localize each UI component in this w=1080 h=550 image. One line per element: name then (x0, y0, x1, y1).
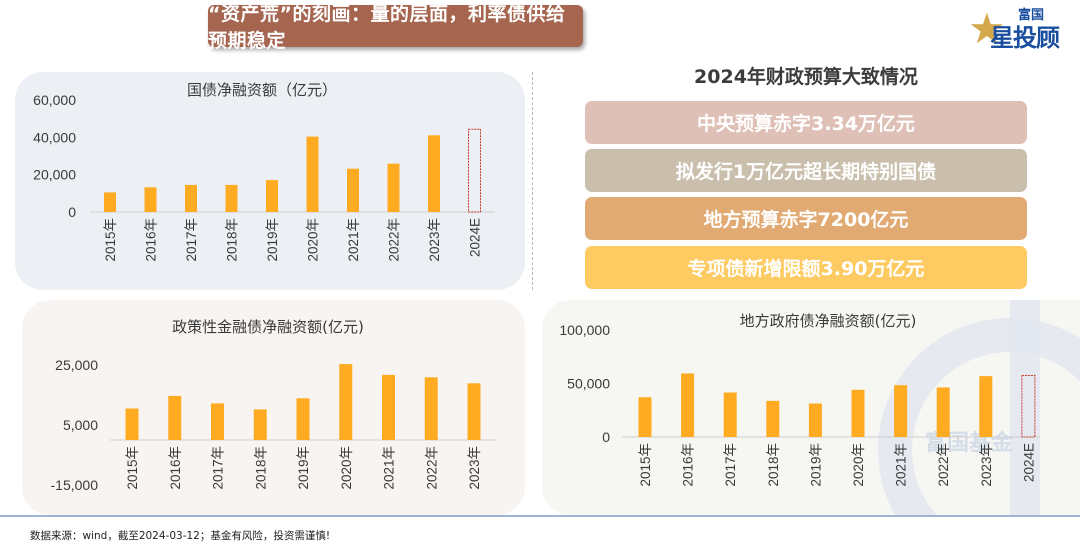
chart-title: 国债净融资额（亿元） (187, 81, 337, 99)
bar (185, 184, 197, 212)
bar (723, 392, 737, 437)
x-tick-label: 2022年 (936, 443, 951, 487)
x-tick-label: 2019年 (296, 446, 311, 490)
y-tick-label: -15,000 (51, 477, 99, 493)
x-tick-label: 2023年 (979, 443, 994, 487)
x-tick-label: 2019年 (265, 218, 280, 262)
x-tick-label: 2020年 (339, 446, 354, 490)
bar (168, 395, 182, 440)
bar (387, 163, 400, 212)
x-tick-label: 2022年 (387, 218, 402, 262)
x-tick-label: 2018年 (225, 218, 240, 262)
x-tick-label: 2024E (1021, 443, 1036, 482)
x-tick-label: 2023年 (427, 218, 442, 262)
logo-top-text: 富国 (1018, 8, 1045, 23)
y-tick-label: 40,000 (33, 129, 76, 145)
bar (681, 373, 695, 437)
bar-estimate (1021, 374, 1036, 438)
bar (306, 136, 319, 212)
y-tick-label: 60,000 (33, 92, 76, 108)
x-tick-label: 2020年 (851, 443, 866, 487)
chart-title: 政策性金融债净融资额(亿元) (172, 318, 364, 336)
budget-title: 2024年财政预算大致情况 (694, 66, 918, 88)
bar (638, 397, 652, 437)
bar (424, 377, 438, 440)
y-tick-label: 5,000 (63, 417, 98, 433)
budget-item-special-treasury: 拟发行1万亿元超长期特别国债 (585, 149, 1027, 192)
x-tick-label: 2020年 (306, 218, 321, 262)
x-tick-label: 2022年 (424, 446, 439, 490)
bar (851, 389, 865, 437)
bottom-rule (0, 515, 1080, 517)
budget-item-local-deficit: 地方预算赤字7200亿元 (585, 197, 1027, 240)
x-tick-label: 2023年 (467, 446, 482, 490)
x-tick-label: 2016年 (681, 443, 696, 487)
star-icon: ★ (968, 4, 1006, 53)
bar (428, 135, 440, 212)
x-tick-label: 2015年 (103, 218, 118, 262)
page-title: “资产荒”的刻画：量的层面，利率债供给预期稳定 (208, 3, 566, 52)
x-tick-label: 2015年 (125, 446, 140, 490)
budget-item-label: 中央预算赤字3.34万亿元 (697, 113, 915, 135)
x-tick-label: 2021年 (382, 446, 397, 490)
footer-source: 数据来源：wind，截至2024-03-12；基金有风险，投资需谨慎! (30, 530, 331, 542)
budget-item-label: 专项债新增限额3.90万亿元 (687, 258, 925, 280)
bar (211, 403, 224, 440)
logo-main-text: 星投顾 (990, 24, 1060, 52)
x-tick-label: 2017年 (184, 218, 199, 262)
y-tick-label: 0 (68, 204, 76, 220)
bar (104, 192, 116, 212)
x-tick-label: 2018年 (253, 446, 268, 490)
y-tick-label: 0 (602, 429, 610, 445)
bar (339, 364, 353, 440)
bar (467, 383, 481, 440)
bar (936, 387, 950, 437)
y-tick-label: 100,000 (559, 322, 610, 338)
x-tick-label: 2021年 (346, 218, 361, 262)
bar (347, 168, 359, 212)
bar (144, 187, 157, 212)
budget-item-label: 拟发行1万亿元超长期特别国债 (675, 161, 937, 183)
x-tick-label: 2019年 (808, 443, 823, 487)
chart-title: 地方政府债净融资额(亿元) (740, 312, 917, 330)
x-tick-label: 2024E (468, 218, 483, 257)
bar (894, 385, 908, 437)
bar (979, 376, 993, 437)
bar (225, 184, 238, 212)
x-tick-label: 2017年 (211, 446, 226, 490)
x-tick-label: 2015年 (638, 443, 653, 487)
bar (253, 409, 267, 440)
bar (766, 400, 780, 437)
x-tick-label: 2021年 (894, 443, 909, 487)
x-tick-label: 2016年 (144, 218, 159, 262)
budget-item-label: 地方预算赤字7200亿元 (703, 209, 909, 231)
y-tick-label: 20,000 (33, 167, 76, 183)
y-tick-label: 25,000 (55, 357, 98, 373)
panel-policy-bank (22, 300, 525, 515)
logo: ★ 富国 星投顾 (968, 4, 1078, 53)
bar (382, 374, 395, 440)
x-tick-label: 2016年 (168, 446, 183, 490)
bar (266, 180, 278, 212)
bar (808, 403, 822, 437)
divider (532, 72, 533, 290)
x-tick-label: 2018年 (766, 443, 781, 487)
budget-item-special-bonds: 专项债新增限额3.90万亿元 (585, 246, 1027, 289)
budget-item-central-deficit: 中央预算赤字3.34万亿元 (585, 101, 1027, 144)
y-tick-label: 50,000 (567, 376, 610, 392)
bar (296, 398, 310, 440)
page-title-banner: “资产荒”的刻画：量的层面，利率债供给预期稳定 (208, 3, 583, 52)
x-tick-label: 2017年 (723, 443, 738, 487)
bar-estimate (468, 128, 481, 213)
bar (125, 408, 139, 440)
